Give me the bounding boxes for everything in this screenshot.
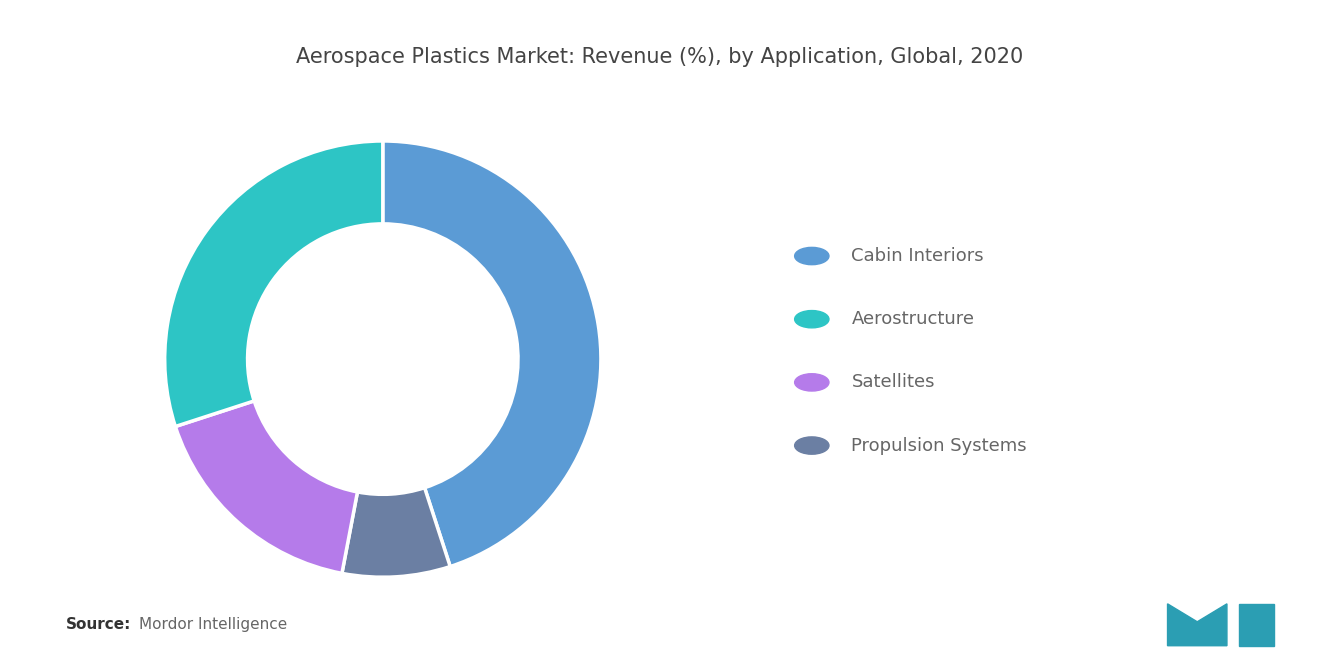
Text: Aerospace Plastics Market: Revenue (%), by Application, Global, 2020: Aerospace Plastics Market: Revenue (%), … xyxy=(297,47,1023,66)
Wedge shape xyxy=(176,401,358,573)
Polygon shape xyxy=(1238,604,1274,646)
Text: Aerostructure: Aerostructure xyxy=(851,310,974,329)
Text: Cabin Interiors: Cabin Interiors xyxy=(851,247,983,265)
Text: Source:: Source: xyxy=(66,616,132,632)
Wedge shape xyxy=(342,487,450,577)
Text: Mordor Intelligence: Mordor Intelligence xyxy=(139,616,286,632)
Wedge shape xyxy=(383,141,601,567)
Polygon shape xyxy=(1167,604,1226,646)
Text: Propulsion Systems: Propulsion Systems xyxy=(851,436,1027,455)
Text: Satellites: Satellites xyxy=(851,373,935,392)
Wedge shape xyxy=(165,141,383,426)
